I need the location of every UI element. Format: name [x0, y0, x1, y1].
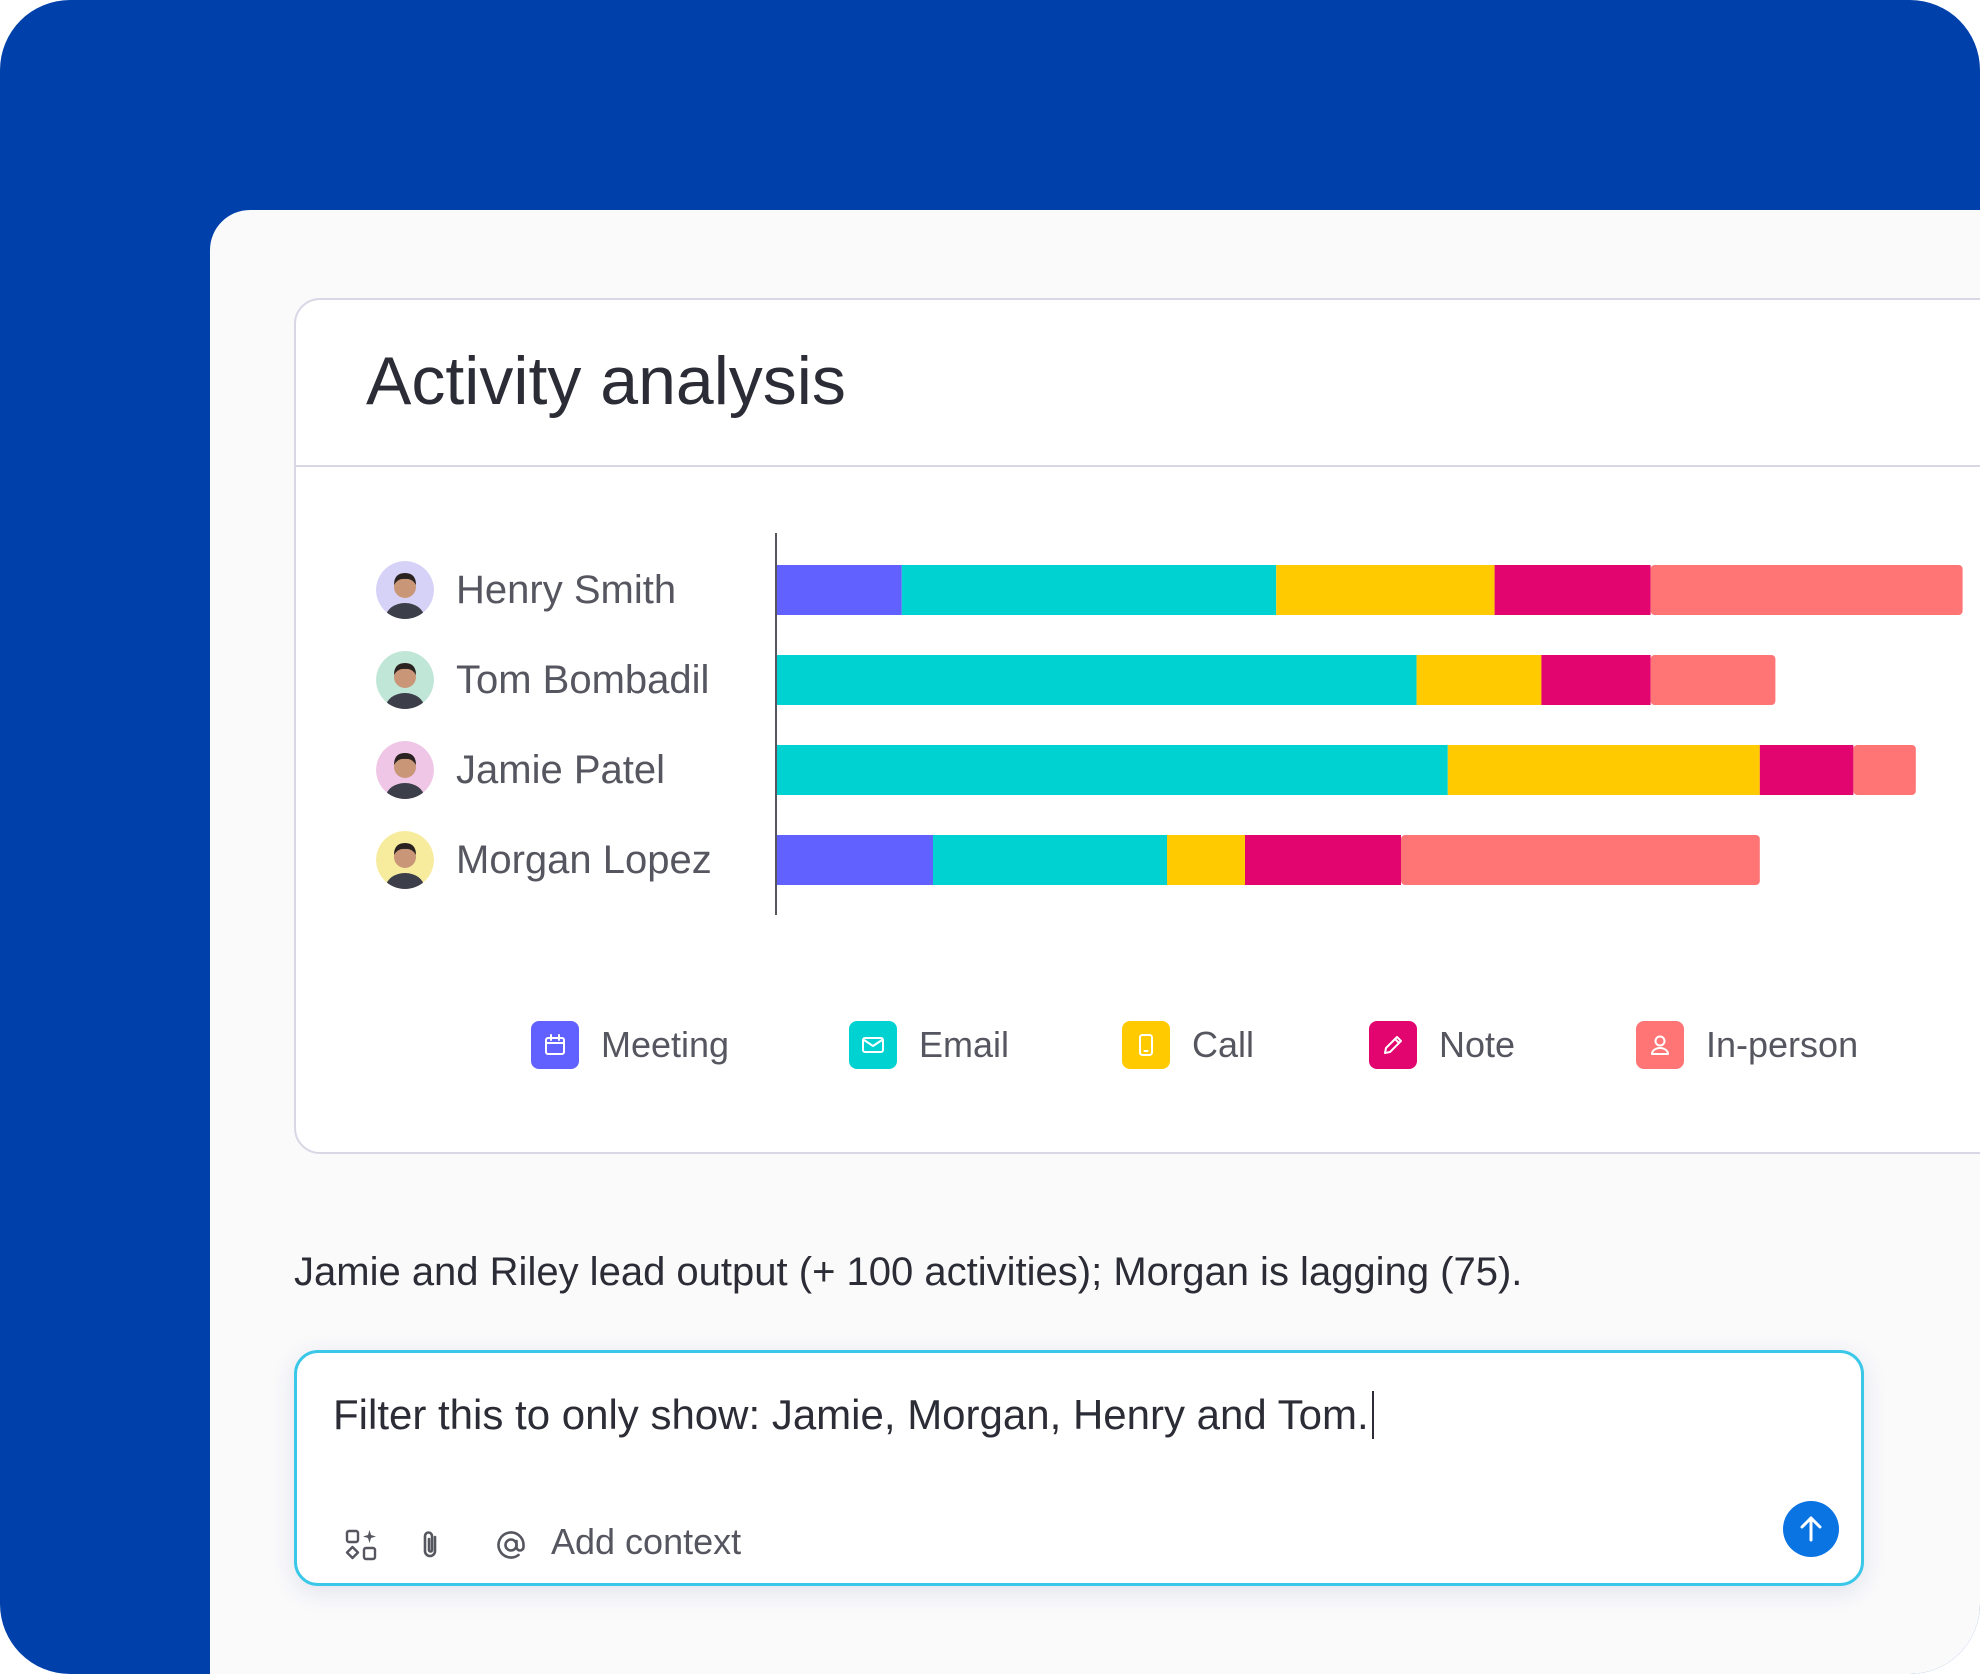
legend-item: Call [1122, 1020, 1254, 1070]
bar-segment-in-person [1853, 745, 1916, 795]
at-sign-icon[interactable] [491, 1525, 531, 1565]
phone-icon [1122, 1021, 1170, 1069]
prompt-input-box[interactable]: Filter this to only show: Jamie, Morgan,… [294, 1350, 1864, 1586]
legend-item: Note [1369, 1020, 1515, 1070]
arrow-up-icon [1800, 1516, 1822, 1542]
legend-label: In-person [1706, 1024, 1859, 1065]
bar-segment-email [777, 745, 1448, 795]
avatar-morgan-lopez [376, 831, 434, 889]
legend-label: Meeting [601, 1024, 730, 1065]
person-row: Jamie Patel [376, 740, 665, 800]
activity-analysis-card: Activity analysis Henry Smith Tom Bombadi… [294, 298, 1980, 1154]
stacked-bar-chart [775, 533, 1963, 915]
text-cursor [1371, 1391, 1374, 1439]
bar-segment-meeting [777, 835, 933, 885]
legend-item: Meeting [531, 1020, 729, 1070]
legend-item: Email [849, 1020, 1009, 1070]
person-row: Morgan Lopez [376, 830, 712, 890]
bar-segment-email [901, 565, 1277, 615]
avatar-tom-bombadil [376, 651, 434, 709]
bar-segment-in-person [1650, 565, 1963, 615]
person-icon [1636, 1021, 1684, 1069]
bar-segment-meeting [777, 565, 902, 615]
apps-sparkle-icon[interactable] [341, 1525, 381, 1565]
main-panel: Activity analysis Henry Smith Tom Bombadi… [210, 210, 1980, 1674]
summary-text: Jamie and Riley lead output (+ 100 activ… [294, 1250, 1523, 1294]
legend-label: Note [1439, 1024, 1516, 1065]
person-name: Tom Bombadil [456, 657, 710, 702]
person-row: Tom Bombadil [376, 650, 709, 710]
legend-label: Call [1192, 1024, 1255, 1065]
bar-segment-call [1416, 655, 1542, 705]
person-name: Morgan Lopez [456, 837, 712, 882]
legend-label: Email [919, 1024, 1010, 1065]
legend-item: In-person [1636, 1020, 1858, 1070]
card-divider [296, 465, 1980, 467]
bar-segment-note [1759, 745, 1854, 795]
bar-segment-email [933, 835, 1167, 885]
bar-segment-call [1447, 745, 1760, 795]
bar-segment-call [1167, 835, 1245, 885]
avatar-henry-smith [376, 561, 434, 619]
person-name: Jamie Patel [456, 747, 665, 792]
bar-segment-note [1494, 565, 1651, 615]
person-name: Henry Smith [456, 567, 677, 612]
prompt-input[interactable]: Filter this to only show: Jamie, Morgan,… [333, 1391, 1374, 1439]
bar-segment-in-person [1401, 835, 1760, 885]
avatar-jamie-patel [376, 741, 434, 799]
bar-segment-note [1245, 835, 1401, 885]
bar-segment-in-person [1650, 655, 1776, 705]
calendar-icon [531, 1021, 579, 1069]
send-button[interactable] [1783, 1501, 1839, 1557]
mail-icon [849, 1021, 897, 1069]
paperclip-icon[interactable] [411, 1525, 451, 1565]
card-title: Activity analysis [366, 343, 846, 419]
bar-segment-email [777, 655, 1417, 705]
person-row: Henry Smith [376, 560, 676, 620]
add-context-button[interactable]: Add context [551, 1521, 742, 1562]
bar-segment-note [1541, 655, 1651, 705]
pencil-icon [1369, 1021, 1417, 1069]
bar-segment-call [1276, 565, 1495, 615]
prompt-input-text: Filter this to only show: Jamie, Morgan,… [333, 1391, 1369, 1438]
